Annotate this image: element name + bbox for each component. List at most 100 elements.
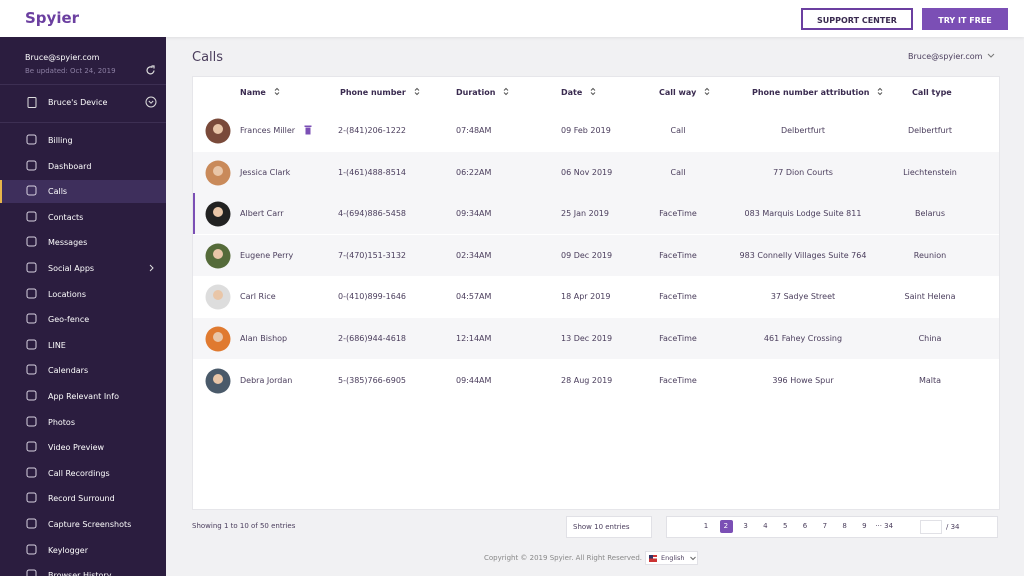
avatar bbox=[205, 201, 231, 229]
nav-icon bbox=[26, 160, 37, 173]
page-link[interactable]: 1 bbox=[703, 522, 709, 530]
cell: Delbertfurt bbox=[907, 126, 953, 135]
sidebar: Bruce@spyier.com Be updated: Oct 24, 201… bbox=[0, 37, 166, 576]
cell: 461 Fahey Crossing bbox=[763, 334, 843, 343]
try-button[interactable]: TRY IT FREE bbox=[922, 8, 1008, 30]
avatar bbox=[205, 326, 231, 354]
device-toggle[interactable] bbox=[145, 96, 157, 108]
top-bar: Spyier SUPPORT CENTER TRY IT FREE bbox=[0, 0, 1024, 37]
nav-icon bbox=[26, 364, 37, 377]
column-header[interactable]: Call type bbox=[912, 88, 952, 97]
contact-name: Frances Miller bbox=[240, 126, 296, 135]
refresh-icon[interactable] bbox=[145, 65, 156, 76]
row-bg bbox=[193, 234, 999, 276]
contact-name: Debra Jordan bbox=[240, 375, 293, 385]
column-header[interactable]: Call way bbox=[659, 88, 697, 97]
showing-text: Showing 1 to 10 of 50 entries bbox=[192, 522, 296, 530]
calls-table: Name Phone number Duration Date Call way Phon… bbox=[192, 76, 1000, 510]
language-select[interactable]: English bbox=[645, 551, 698, 565]
nav-item[interactable]: Keylogger bbox=[48, 545, 88, 555]
nav-icon bbox=[26, 441, 37, 454]
row-bg bbox=[193, 193, 999, 235]
cell: 4-(694)886-5458 bbox=[338, 209, 407, 219]
cell: FaceTime bbox=[659, 250, 697, 260]
sort-icon bbox=[414, 87, 420, 98]
cell: 25 Jan 2019 bbox=[561, 209, 609, 219]
cell: Saint Helena bbox=[904, 292, 956, 302]
page-link[interactable]: 7 bbox=[822, 522, 828, 530]
page-link[interactable]: 9 bbox=[862, 522, 867, 530]
nav-item[interactable]: Locations bbox=[48, 289, 87, 299]
column-header[interactable]: Phone number attribution bbox=[752, 88, 870, 97]
nav-item[interactable]: Capture Screenshots bbox=[48, 520, 132, 529]
nav-item[interactable]: Record Surround bbox=[48, 494, 115, 504]
divider bbox=[0, 122, 166, 123]
page-link[interactable]: 2 bbox=[723, 522, 729, 530]
nav-item[interactable]: Browser History bbox=[48, 571, 112, 576]
page-current bbox=[719, 520, 733, 533]
nav-icon bbox=[26, 211, 37, 224]
cell: 12:14AM bbox=[456, 334, 492, 343]
nav-item[interactable]: Photos bbox=[48, 417, 75, 427]
updated: Be updated: Oct 24, 2019 bbox=[25, 67, 116, 75]
nav-item[interactable]: App Relevant Info bbox=[48, 392, 119, 401]
nav-icon bbox=[26, 262, 37, 275]
nav-item[interactable]: Messages bbox=[48, 238, 88, 248]
account: Bruce@spyier.com bbox=[25, 53, 100, 62]
nav-icon bbox=[26, 339, 37, 352]
nav-icon bbox=[26, 134, 37, 147]
column-header[interactable]: Duration bbox=[456, 88, 496, 97]
cell: 1-(461)488-8514 bbox=[338, 167, 407, 177]
page-link[interactable]: 5 bbox=[782, 522, 788, 530]
nav-item[interactable]: Dashboard bbox=[48, 161, 92, 171]
nav-item[interactable]: Billing bbox=[48, 136, 73, 145]
page-link[interactable]: 3 bbox=[743, 522, 748, 530]
page-link[interactable]: 8 bbox=[842, 522, 847, 530]
nav-item[interactable]: Contacts bbox=[48, 212, 84, 222]
nav-item[interactable]: Social Apps bbox=[48, 264, 95, 273]
nav-icon bbox=[26, 492, 37, 505]
page-input[interactable] bbox=[920, 520, 942, 534]
page-link[interactable]: 4 bbox=[763, 522, 768, 530]
nav-item[interactable]: Calendars bbox=[48, 366, 89, 376]
cell: 5-(385)766-6905 bbox=[338, 375, 407, 385]
nav-item[interactable]: Call Recordings bbox=[48, 468, 110, 478]
nav-icon bbox=[26, 390, 37, 403]
column-header[interactable]: Name bbox=[240, 88, 266, 97]
cell: 09 Dec 2019 bbox=[561, 250, 613, 260]
cell: 18 Apr 2019 bbox=[561, 292, 611, 302]
logo[interactable]: Spyier bbox=[25, 9, 80, 27]
user-menu[interactable]: Bruce@spyier.com bbox=[908, 52, 983, 61]
cell: Belarus bbox=[914, 209, 946, 219]
cell: 28 Aug 2019 bbox=[561, 375, 613, 385]
cell: 04:57AM bbox=[456, 292, 492, 302]
page-link[interactable]: ··· 34 bbox=[875, 522, 894, 530]
nav-icon bbox=[26, 569, 37, 576]
cell: 983 Connelly Villages Suite 764 bbox=[739, 250, 867, 260]
nav-item[interactable]: Geo-fence bbox=[48, 315, 90, 325]
support-button[interactable]: SUPPORT CENTER bbox=[801, 8, 913, 30]
sort-icon bbox=[503, 87, 509, 98]
show-entries[interactable]: Show 10 entries bbox=[566, 516, 652, 538]
column-header[interactable]: Date bbox=[561, 88, 583, 97]
nav-icon bbox=[26, 288, 37, 301]
cell: 2-(686)944-4618 bbox=[338, 334, 407, 343]
sort-icon bbox=[274, 87, 280, 98]
column-header[interactable]: Phone number bbox=[340, 88, 406, 97]
cell: 06 Nov 2019 bbox=[561, 167, 613, 177]
cell: Reunion bbox=[913, 250, 947, 260]
contact-name: Jessica Clark bbox=[240, 167, 291, 177]
nav-item[interactable]: Video Preview bbox=[48, 443, 105, 453]
nav-icon bbox=[26, 416, 37, 429]
nav-item[interactable]: Calls bbox=[48, 187, 68, 197]
cell: Malta bbox=[918, 375, 942, 385]
sort-icon bbox=[877, 87, 883, 98]
cell: 02:34AM bbox=[456, 250, 492, 260]
device[interactable]: Bruce's Device bbox=[48, 98, 108, 107]
row-bg bbox=[193, 318, 999, 359]
cell: FaceTime bbox=[659, 209, 697, 219]
page-link[interactable]: 6 bbox=[802, 522, 808, 530]
nav-item[interactable]: LINE bbox=[48, 340, 66, 350]
contact-name: Alan Bishop bbox=[240, 334, 288, 343]
